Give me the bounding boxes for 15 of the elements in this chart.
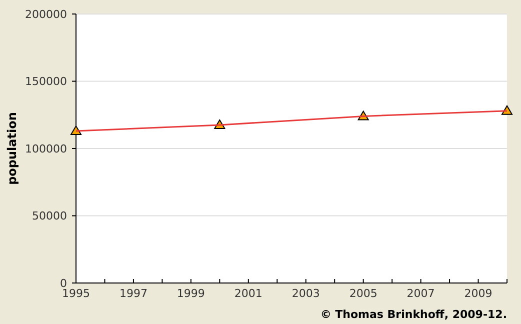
text: © Thomas Brinkhoff, 2009-12. [320, 308, 507, 321]
x-tick-label: 2007 [406, 287, 435, 300]
x-tick-label: 1997 [119, 287, 148, 300]
y-axis-title: population [5, 112, 19, 185]
y-tick-label: 0 [60, 276, 67, 290]
y-tick-label: 150000 [25, 75, 67, 88]
y-tick-label: 50000 [32, 210, 67, 223]
x-tick-label: 1995 [62, 287, 90, 300]
x-tick-label: 2003 [292, 287, 320, 300]
x-tick-label: 2005 [349, 287, 378, 300]
x-tick-label: 1999 [176, 287, 205, 300]
y-tick-label: 100000 [25, 142, 67, 156]
x-tick-label: 2001 [234, 287, 262, 300]
x-tick-label: 2009 [464, 287, 492, 300]
y-tick-label: 200000 [25, 8, 67, 21]
